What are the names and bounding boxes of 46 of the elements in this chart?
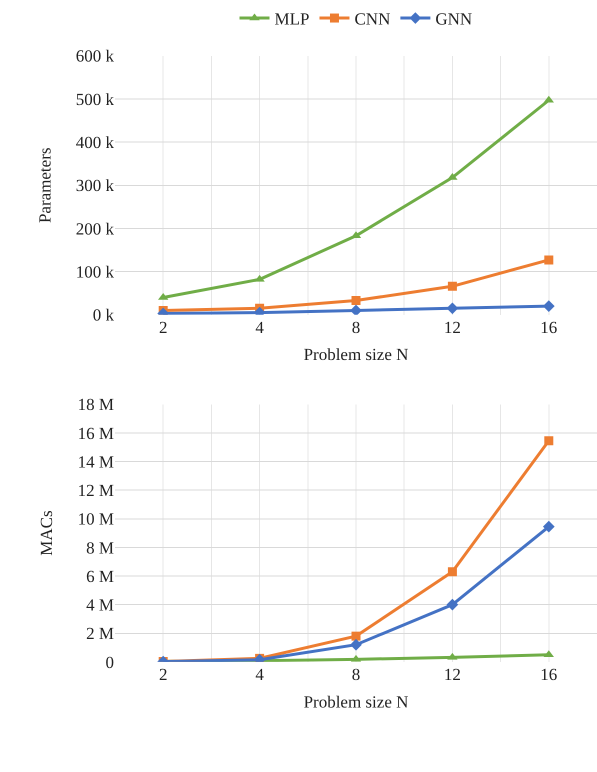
x-tick-label: 2 — [158, 664, 168, 684]
x-tick-label: 12 — [444, 318, 461, 337]
x-tick-label: 12 — [444, 664, 461, 684]
y-tick-label: 0 k — [92, 306, 114, 325]
y-tick-label: 300 k — [76, 176, 114, 196]
legend-label: CNN — [354, 10, 390, 29]
point — [542, 520, 555, 532]
point — [446, 598, 458, 611]
legend-label: GNN — [435, 10, 472, 29]
y-tick-label: 200 k — [76, 219, 114, 238]
y-tick-label: 16 M — [78, 424, 114, 443]
point — [448, 282, 457, 291]
point — [542, 300, 555, 312]
y-tick-label: 600 k — [76, 46, 114, 66]
point — [352, 632, 360, 641]
point — [446, 302, 458, 314]
x-tick-label: 2 — [158, 318, 168, 337]
x-tick-label: 4 — [255, 318, 264, 337]
y-tick-label: 18 M — [78, 395, 114, 414]
x-tick-label: 8 — [352, 318, 360, 337]
y-tick-label: 12 M — [78, 481, 114, 500]
y-tick-label: 0 — [106, 652, 114, 672]
point — [544, 255, 554, 264]
y-tick-label: 14 M — [78, 452, 114, 472]
point — [350, 304, 362, 315]
y-tick-label: 6 M — [86, 566, 114, 586]
x-axis-title: Problem size N — [304, 345, 408, 364]
legend-label: MLP — [274, 10, 310, 29]
x-tick-label: 16 — [540, 318, 558, 337]
y-tick-label: 400 k — [76, 133, 114, 152]
x-tick-label: 16 — [540, 664, 558, 684]
point — [352, 296, 360, 306]
point — [544, 436, 554, 446]
y-tick-label: 500 k — [76, 90, 114, 109]
y-axis-title: Parameters — [35, 148, 54, 224]
y-tick-label: 100 k — [76, 262, 114, 282]
y-tick-label: 10 M — [78, 510, 114, 529]
point — [448, 567, 457, 576]
x-tick-label: 8 — [352, 664, 360, 684]
y-tick-label: 4 M — [86, 596, 114, 615]
x-axis-title: Problem size N — [304, 692, 408, 712]
y-axis-title: MACs — [37, 510, 56, 556]
y-tick-label: 2 M — [86, 624, 114, 644]
x-tick-label: 4 — [255, 664, 264, 684]
point — [350, 638, 362, 651]
y-tick-label: 8 M — [86, 538, 114, 558]
